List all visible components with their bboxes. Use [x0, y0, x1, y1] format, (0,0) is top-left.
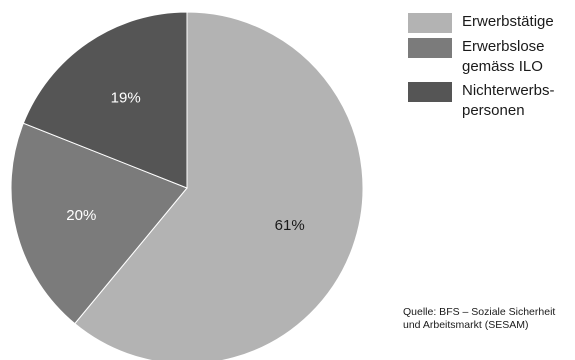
legend-label-line: Nichterwerbs- — [462, 81, 572, 101]
legend-item-erwerbslose: Erwerbslose gemäss ILO — [408, 37, 575, 77]
legend: Erwerbstätige Erwerbslose gemäss ILO Nic… — [408, 12, 575, 125]
legend-label-nichterwerbspersonen: Nichterwerbs- personen — [462, 81, 572, 121]
legend-item-erwerbstaetige: Erwerbstätige — [408, 12, 575, 33]
source-line-2: und Arbeitsmarkt (SESAM) — [403, 319, 575, 332]
slice-value-label-0: 61% — [275, 217, 305, 234]
legend-label-line: gemäss ILO — [462, 57, 572, 77]
source-line-1: Quelle: BFS – Soziale Sicherheit — [403, 306, 575, 319]
source-note: Quelle: BFS – Soziale Sicherheit und Arb… — [403, 306, 575, 332]
legend-label-erwerbstaetige: Erwerbstätige — [462, 12, 572, 32]
legend-item-nichterwerbspersonen: Nichterwerbs- personen — [408, 81, 575, 121]
legend-swatch-nichterwerbspersonen — [408, 82, 452, 102]
legend-label-line: Erwerbslose — [462, 37, 572, 57]
legend-swatch-erwerbslose — [408, 38, 452, 58]
slice-value-label-1: 20% — [66, 207, 96, 224]
legend-swatch-erwerbstaetige — [408, 13, 452, 33]
slice-value-label-2: 19% — [111, 90, 141, 107]
legend-label-erwerbslose: Erwerbslose gemäss ILO — [462, 37, 572, 77]
legend-label-line: personen — [462, 101, 572, 121]
pie-slices — [11, 12, 363, 360]
legend-label-line: Erwerbstätige — [462, 12, 572, 32]
